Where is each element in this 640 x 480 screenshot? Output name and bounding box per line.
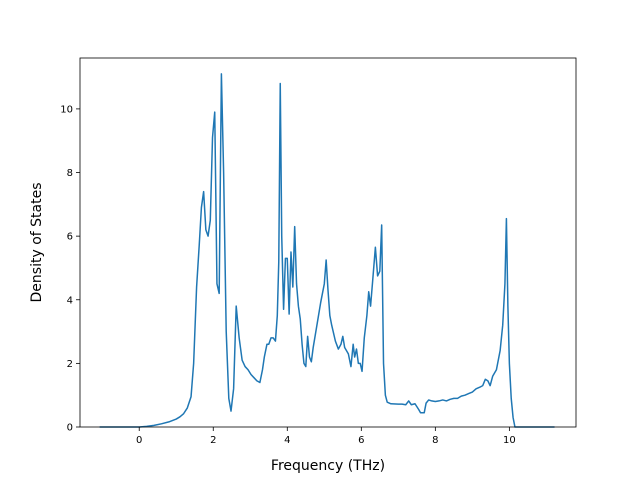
y-tick-label: 8 (67, 168, 73, 179)
dos-series-line (99, 73, 555, 428)
y-tick-label: 2 (67, 359, 73, 370)
y-tick-label: 0 (67, 423, 73, 434)
x-tick-label: 10 (503, 435, 516, 446)
y-tick-label: 4 (67, 295, 73, 306)
axes-frame (79, 57, 577, 428)
plot-area (99, 73, 555, 428)
y-axis-ticks: 0 2 4 6 8 10 (60, 104, 80, 434)
x-tick-label: 8 (432, 435, 438, 446)
x-tick-label: 4 (284, 435, 290, 446)
x-axis-ticks: 0 2 4 6 8 10 (136, 427, 516, 446)
x-tick-label: 2 (210, 435, 216, 446)
x-tick-label: 6 (358, 435, 364, 446)
x-axis-label: Frequency (THz) (271, 458, 385, 474)
x-tick-label: 0 (136, 435, 142, 446)
y-tick-label: 6 (67, 232, 73, 243)
y-tick-label: 10 (60, 104, 73, 115)
y-axis-label: Density of States (29, 183, 45, 303)
